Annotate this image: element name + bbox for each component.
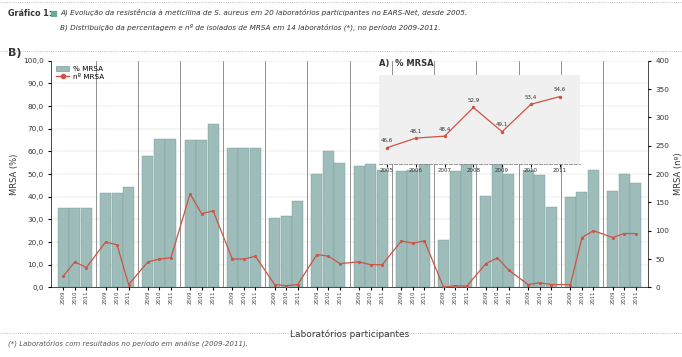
Text: B): B) — [8, 49, 22, 59]
Bar — [534, 175, 545, 287]
Bar — [239, 148, 250, 287]
Bar — [522, 170, 533, 287]
X-axis label: Laboratórios participantes: Laboratórios participantes — [290, 330, 409, 339]
Bar — [461, 157, 472, 287]
Bar — [503, 174, 514, 287]
Bar — [112, 193, 123, 287]
Bar — [630, 183, 641, 287]
Bar — [292, 201, 303, 287]
Bar — [576, 192, 587, 287]
Bar — [365, 164, 376, 287]
Text: 52,9: 52,9 — [467, 98, 479, 103]
Bar — [354, 166, 365, 287]
Bar — [396, 171, 407, 287]
Bar — [269, 218, 280, 287]
Text: 54,6: 54,6 — [554, 87, 565, 92]
Y-axis label: MRSA (nº): MRSA (nº) — [674, 153, 682, 195]
Bar — [196, 140, 207, 287]
Bar — [334, 163, 345, 287]
Bar — [70, 208, 80, 287]
Bar — [81, 208, 92, 287]
Bar — [419, 140, 430, 287]
Bar — [166, 139, 177, 287]
Bar — [607, 191, 618, 287]
Bar — [185, 140, 196, 287]
Bar — [143, 156, 153, 287]
Bar — [250, 148, 261, 287]
Text: A) Evolução da resistência à meticilina de S. aureus em 20 laboratórios particip: A) Evolução da resistência à meticilina … — [60, 9, 467, 16]
Bar — [438, 240, 449, 287]
Text: 48,1: 48,1 — [410, 129, 422, 134]
Text: ■: ■ — [49, 9, 57, 18]
Text: 49,1: 49,1 — [496, 122, 508, 127]
Bar — [323, 151, 334, 287]
Bar — [480, 196, 492, 287]
Bar — [58, 208, 69, 287]
Bar — [588, 170, 599, 287]
Bar — [227, 148, 238, 287]
Bar — [565, 197, 576, 287]
Bar — [407, 170, 418, 287]
Bar — [312, 174, 323, 287]
Bar — [619, 174, 629, 287]
Bar — [546, 207, 557, 287]
Bar — [449, 171, 460, 287]
Text: (*) Laboratórios com resultados no período em análise (2009-2011).: (*) Laboratórios com resultados no perío… — [8, 340, 248, 347]
Y-axis label: MRSA (%): MRSA (%) — [10, 154, 18, 195]
Text: 53,4: 53,4 — [524, 95, 537, 100]
Text: B) Distribuição da percentagem e nº de isolados de MRSA em 14 laboratórios (*), : B) Distribuição da percentagem e nº de i… — [60, 23, 441, 31]
Bar — [207, 124, 219, 287]
Bar — [281, 216, 292, 287]
Bar — [154, 139, 165, 287]
Bar — [492, 157, 503, 287]
Text: Gráfico 1:: Gráfico 1: — [8, 9, 53, 18]
Bar — [100, 193, 111, 287]
Legend: % MRSA, nº MRSA: % MRSA, nº MRSA — [55, 64, 106, 81]
Text: 48,4: 48,4 — [439, 127, 451, 132]
Text: A)  % MRSA: A) % MRSA — [379, 59, 433, 68]
Bar — [123, 186, 134, 287]
Text: 46,6: 46,6 — [381, 138, 394, 143]
Bar — [376, 170, 387, 287]
